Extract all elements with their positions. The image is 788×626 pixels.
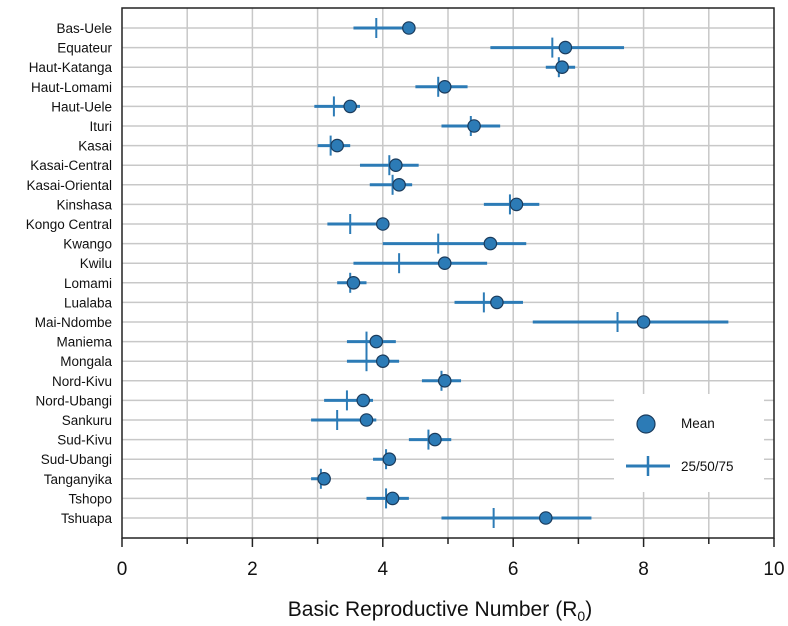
province-label: Sankuru xyxy=(62,413,112,428)
province-label: Sud-Kivu xyxy=(57,433,112,448)
province-label: Haut-Katanga xyxy=(29,60,113,75)
province-label: Haut-Uele xyxy=(51,99,112,114)
x-tick-label: 8 xyxy=(638,559,649,580)
mean-marker xyxy=(343,99,357,114)
province-row xyxy=(346,331,396,352)
mean-marker xyxy=(483,236,498,251)
province-label: Maniema xyxy=(56,335,112,350)
province-label: Tshopo xyxy=(68,491,112,506)
mean-marker xyxy=(330,138,344,153)
province-label: Mongala xyxy=(60,354,112,369)
province-label: Ituri xyxy=(89,119,112,134)
mean-marker xyxy=(356,393,371,408)
province-row xyxy=(532,312,729,332)
province-row xyxy=(382,233,527,254)
mean-marker xyxy=(437,80,452,94)
province-row xyxy=(415,76,468,97)
x-tick-label: 10 xyxy=(763,559,784,580)
mean-marker xyxy=(437,256,452,270)
province-label: Kwango xyxy=(63,237,112,252)
province-label: Bas-Uele xyxy=(56,21,112,36)
legend-box xyxy=(614,394,764,492)
y-axis-labels: Bas-Uele Equateur Haut-Katanga Haut-Lomami H… xyxy=(26,21,113,526)
province-row xyxy=(353,253,488,274)
x-axis-label-text: Basic Reproductive Number xyxy=(288,598,549,621)
province-label: Kasai-Oriental xyxy=(26,178,112,193)
mean-marker xyxy=(369,334,384,349)
province-label: Kasai xyxy=(78,139,112,154)
mean-marker xyxy=(385,491,400,506)
province-row xyxy=(346,351,400,372)
x-tick-label: 4 xyxy=(378,559,389,580)
province-row xyxy=(327,214,390,234)
mean-marker xyxy=(382,452,397,466)
province-row xyxy=(408,429,452,450)
province-label: Equateur xyxy=(57,41,112,56)
province-row xyxy=(441,508,592,528)
province-row xyxy=(317,135,351,156)
province-label: Kongo Central xyxy=(26,217,112,232)
x-tick-label: 6 xyxy=(508,559,519,580)
x-tick-label: 2 xyxy=(247,559,258,580)
province-row xyxy=(483,194,540,215)
province-label: Lomami xyxy=(64,276,112,291)
province-label: Mai-Ndombe xyxy=(35,315,112,330)
mean-marker xyxy=(346,275,361,290)
province-row xyxy=(311,468,331,489)
province-row xyxy=(324,390,374,411)
mean-marker xyxy=(538,511,553,525)
series-layer xyxy=(311,18,729,528)
legend: Mean 25/50/75 xyxy=(614,394,764,492)
province-row xyxy=(421,370,462,391)
province-label: Kinshasa xyxy=(56,197,112,212)
province-row xyxy=(545,57,576,78)
province-label: Lualaba xyxy=(64,295,113,310)
province-row xyxy=(369,174,413,195)
x-tick-label: 0 xyxy=(117,559,128,580)
province-row xyxy=(337,272,367,293)
x-axis-label-sym: R xyxy=(562,598,577,621)
x-axis-label-subscript: 0 xyxy=(577,608,585,624)
mean-marker xyxy=(375,217,390,231)
province-label: Kwilu xyxy=(80,256,112,271)
province-label: Kasai-Central xyxy=(30,158,112,173)
mean-marker xyxy=(402,21,416,35)
mean-marker xyxy=(359,413,374,427)
mean-marker xyxy=(389,158,403,172)
province-label: Haut-Lomami xyxy=(31,80,112,95)
province-row xyxy=(314,96,360,117)
mean-marker xyxy=(636,315,651,329)
legend-quartile-label: 25/50/75 xyxy=(681,459,734,474)
province-label: Tanganyika xyxy=(44,472,113,487)
province-row xyxy=(454,292,523,313)
mean-marker xyxy=(490,295,504,310)
mean-marker xyxy=(428,432,442,447)
province-row xyxy=(373,449,397,470)
province-row xyxy=(441,116,501,136)
province-row xyxy=(490,37,625,58)
legend-mean-label: Mean xyxy=(681,416,715,431)
legend-mean-marker xyxy=(636,414,656,434)
mean-marker xyxy=(509,197,524,212)
province-row xyxy=(366,488,409,509)
province-label: Nord-Ubangi xyxy=(35,393,112,408)
province-label: Nord-Kivu xyxy=(52,374,112,389)
province-row xyxy=(359,155,419,176)
x-axis-label: Basic Reproductive Number (R0) xyxy=(288,598,592,624)
mean-marker xyxy=(392,178,406,192)
mean-marker xyxy=(317,471,331,486)
province-label: Sud-Ubangi xyxy=(41,452,112,467)
province-row xyxy=(353,18,416,38)
mean-marker xyxy=(555,60,569,74)
mean-marker xyxy=(437,373,452,388)
mean-marker xyxy=(375,354,390,368)
province-label: Tshuapa xyxy=(61,511,113,526)
x-axis: 0 2 4 6 8 10 xyxy=(117,538,785,580)
mean-marker xyxy=(467,119,481,133)
mean-marker xyxy=(558,40,573,55)
province-row xyxy=(311,410,377,430)
